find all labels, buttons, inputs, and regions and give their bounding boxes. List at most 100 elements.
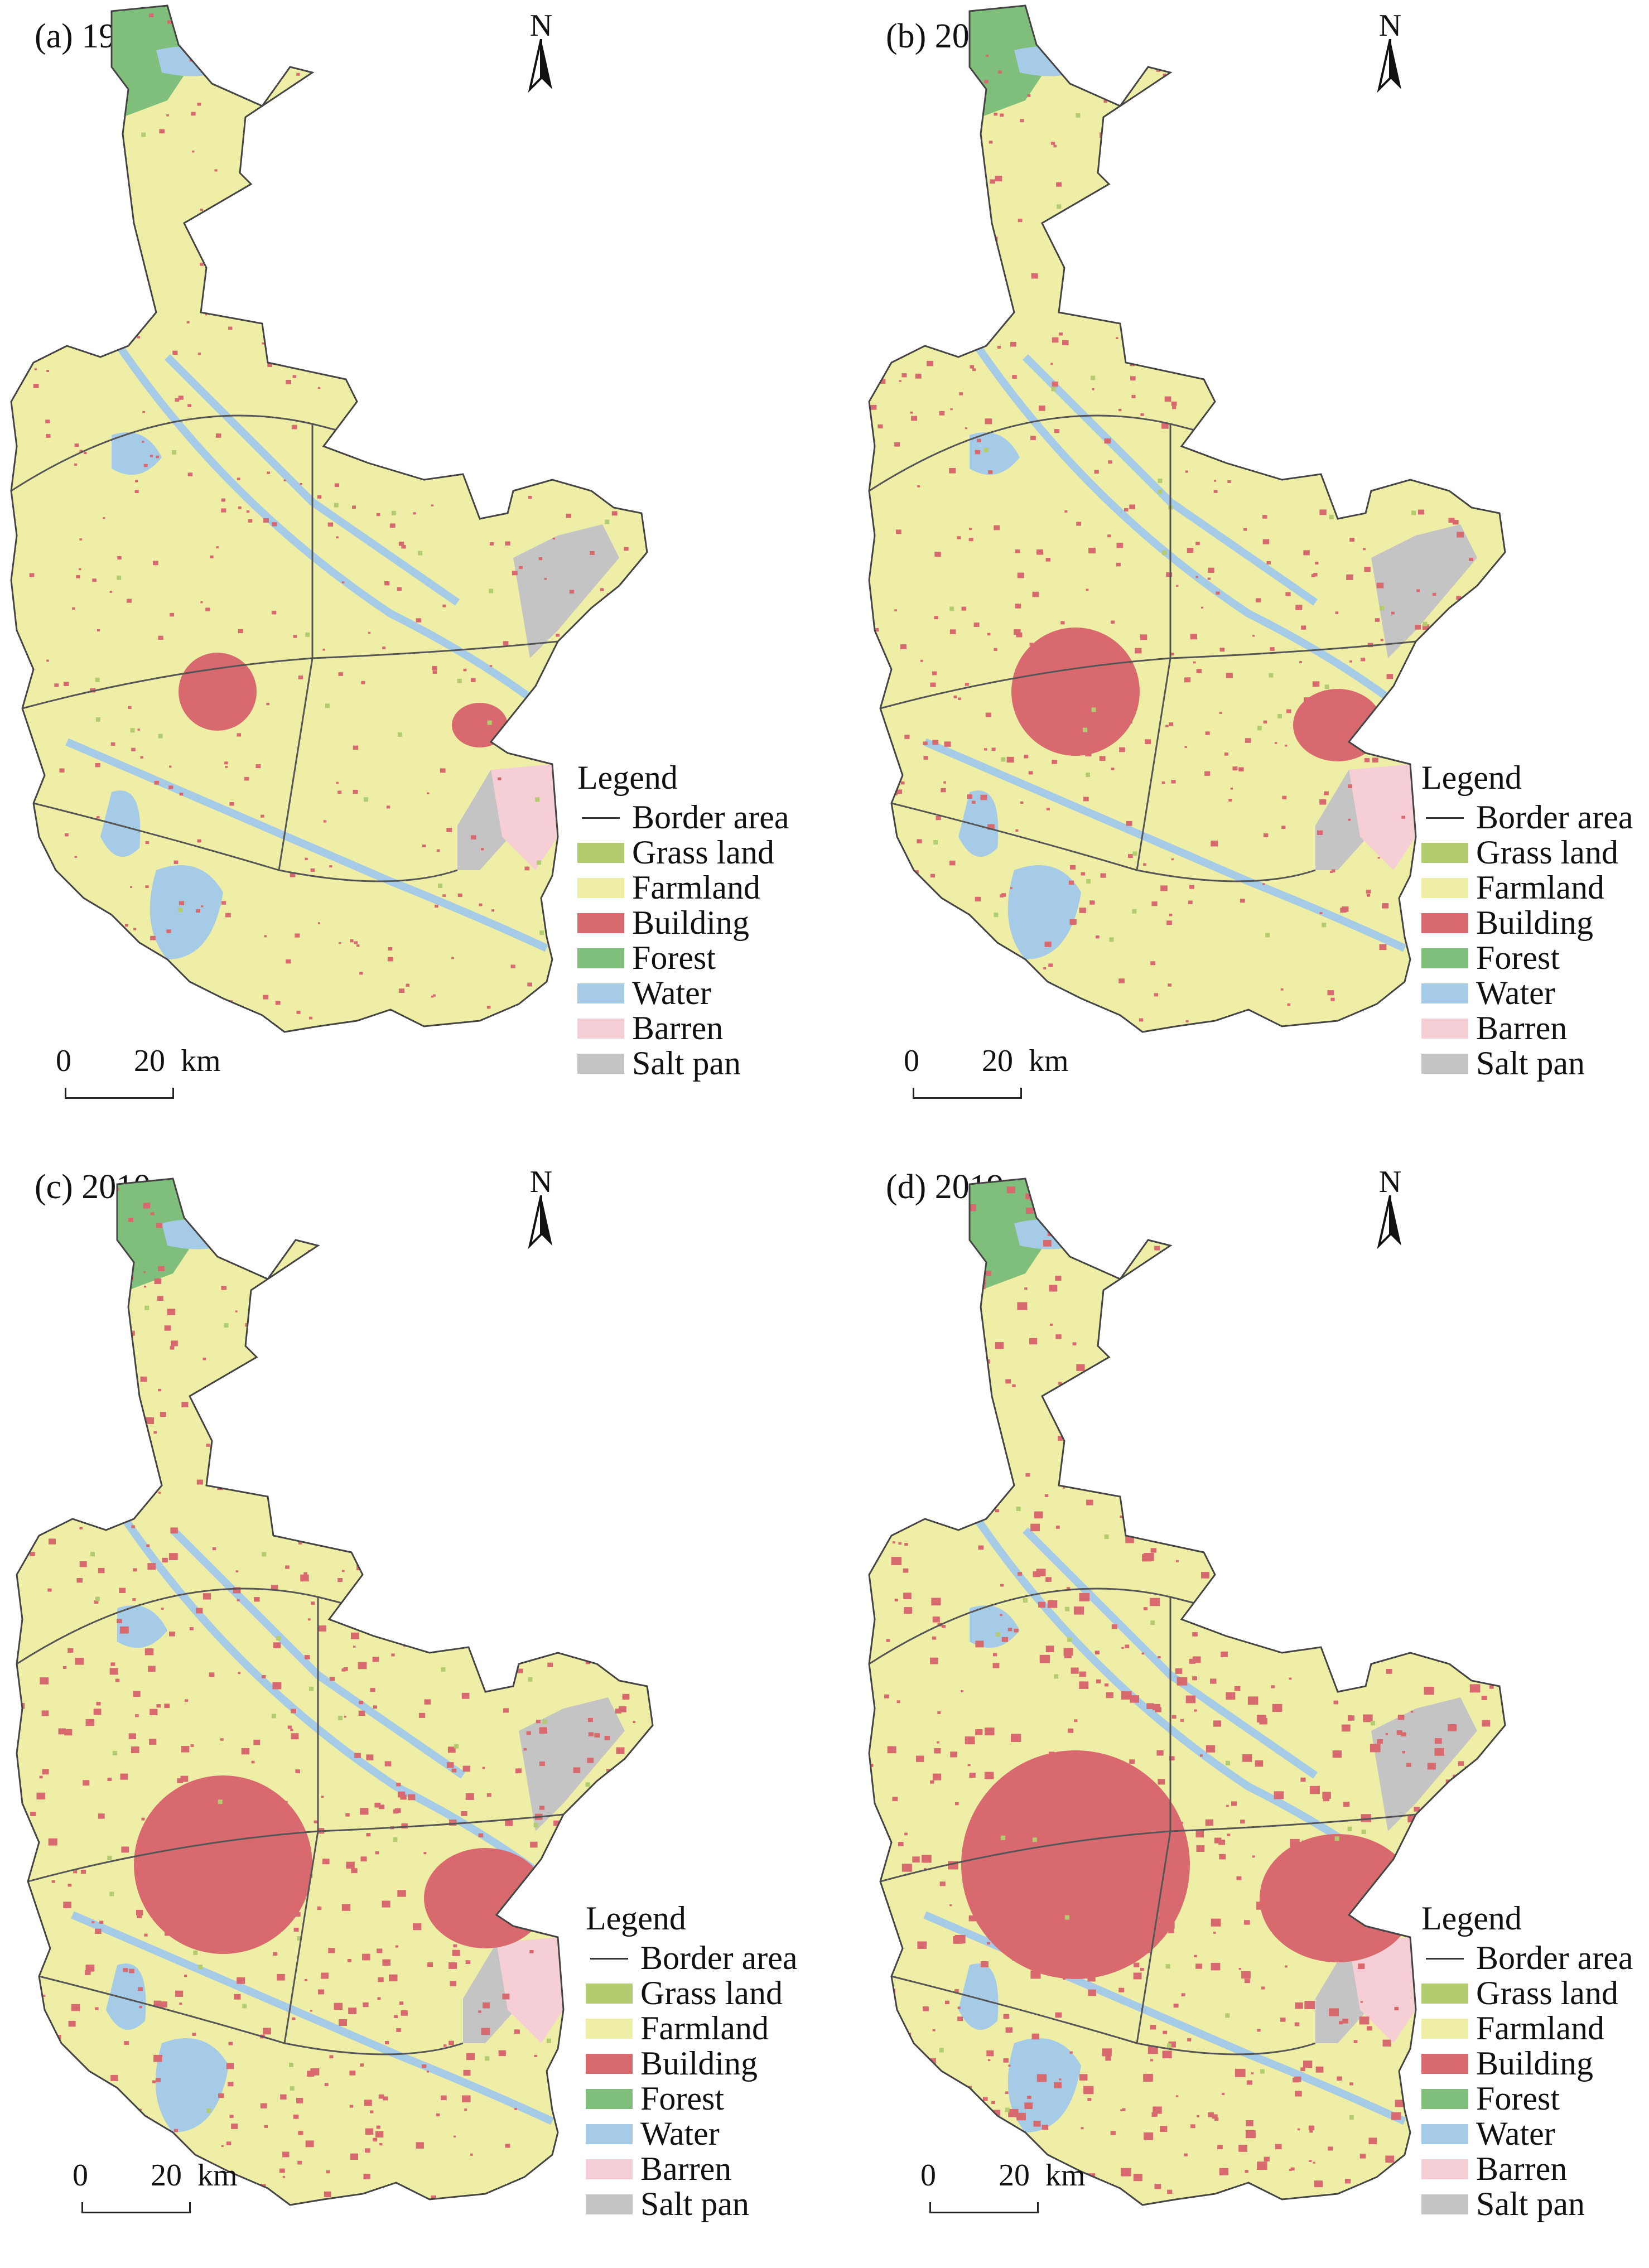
building-patch	[296, 2098, 303, 2103]
building-patch	[20, 1283, 28, 1290]
building-patch	[483, 394, 488, 398]
building-patch	[291, 424, 297, 430]
building-patch	[405, 66, 411, 70]
building-patch	[1124, 508, 1129, 511]
legend-label: Forest	[1476, 2080, 1560, 2117]
building-patch	[1505, 17, 1509, 21]
building-patch	[584, 707, 590, 712]
building-patch	[1323, 1796, 1329, 1802]
building-patch	[406, 983, 410, 987]
building-patch	[208, 713, 212, 717]
building-patch	[297, 2160, 302, 2165]
water-lake-west	[106, 1963, 146, 2030]
building-patch	[87, 160, 91, 163]
building-patch	[271, 610, 277, 615]
building-patch	[606, 1769, 610, 1772]
building-patch	[266, 702, 269, 706]
building-patch	[1037, 1966, 1043, 1971]
building-patch	[1111, 768, 1115, 770]
building-patch	[442, 1524, 445, 1527]
building-patch	[439, 1384, 446, 1390]
building-patch	[184, 1975, 187, 1977]
building-patch	[985, 712, 991, 717]
legend-label: Grass land	[632, 834, 774, 871]
building-patch	[1162, 2050, 1172, 2059]
building-patch	[1314, 1262, 1318, 1266]
legend-swatch	[577, 1018, 624, 1039]
building-patch	[130, 886, 133, 888]
building-patch	[1485, 742, 1493, 749]
building-patch	[17, 861, 22, 865]
building-patch	[1034, 1511, 1043, 1519]
building-patch	[413, 512, 416, 515]
building-patch	[389, 229, 393, 232]
building-patch	[248, 1944, 253, 1949]
building-patch	[1140, 1899, 1150, 1908]
building-patch	[1020, 1889, 1026, 1894]
building-patch	[1410, 1362, 1414, 1365]
building-patch	[46, 370, 50, 372]
building-patch	[251, 1760, 255, 1764]
building-patch	[1410, 1710, 1414, 1713]
grass-patch	[489, 588, 494, 593]
building-patch	[80, 76, 83, 79]
legend-swatch	[577, 948, 624, 968]
building-patch	[1238, 2145, 1247, 2152]
building-patch	[1048, 963, 1053, 967]
grass-patch	[920, 1336, 925, 1342]
building-patch	[298, 1266, 303, 1270]
building-patch	[1219, 2168, 1229, 2175]
building-patch	[1510, 1460, 1515, 1463]
grass-patch	[1032, 1837, 1037, 1842]
building-patch	[1356, 1886, 1366, 1894]
building-patch	[438, 1345, 443, 1350]
building-patch	[621, 1876, 624, 1879]
building-patch	[470, 678, 476, 682]
building-patch	[282, 2176, 285, 2178]
building-patch	[431, 2195, 436, 2200]
building-patch	[162, 2141, 166, 2145]
building-patch	[1126, 821, 1132, 826]
legend-swatch	[1421, 1018, 1468, 1039]
building-patch	[169, 1632, 175, 1637]
building-patch	[1287, 1003, 1290, 1006]
grass-patch	[411, 1333, 416, 1338]
legend-item: Salt pan	[577, 1046, 789, 1081]
building-patch	[995, 1509, 999, 1513]
grass-patch	[1260, 2069, 1265, 2074]
building-patch	[934, 124, 938, 128]
building-patch	[539, 1762, 545, 1766]
building-patch	[387, 147, 392, 152]
building-patch	[896, 529, 901, 534]
building-patch	[593, 47, 598, 51]
building-patch	[131, 1746, 139, 1753]
building-patch	[1312, 1441, 1322, 1449]
building-patch	[469, 1246, 478, 1252]
building-patch	[454, 268, 459, 272]
building-patch	[1238, 767, 1244, 771]
building-patch	[1400, 1536, 1410, 1545]
legend-item: Forest	[1421, 940, 1633, 976]
building-patch	[79, 1527, 83, 1529]
building-patch	[1015, 829, 1019, 832]
building-patch	[1415, 1423, 1417, 1425]
building-patch	[1140, 1364, 1150, 1372]
grass-patch	[1288, 1588, 1293, 1593]
building-patch	[1201, 606, 1203, 609]
building-patch	[1112, 1196, 1116, 1199]
building-patch	[939, 312, 944, 316]
building-patch	[262, 42, 267, 47]
building-patch	[942, 1246, 947, 1251]
building-patch	[1257, 1326, 1266, 1334]
legend-item: Water	[577, 976, 789, 1011]
building-patch	[891, 1483, 895, 1485]
building-patch	[949, 1512, 953, 1515]
building-patch	[353, 1645, 356, 1648]
building-patch	[983, 2097, 988, 2101]
building-patch	[564, 1459, 573, 1466]
building-patch	[1016, 632, 1023, 638]
building-patch	[879, 379, 886, 384]
building-patch	[1487, 314, 1492, 319]
building-patch	[972, 368, 976, 371]
building-patch	[606, 1582, 610, 1585]
